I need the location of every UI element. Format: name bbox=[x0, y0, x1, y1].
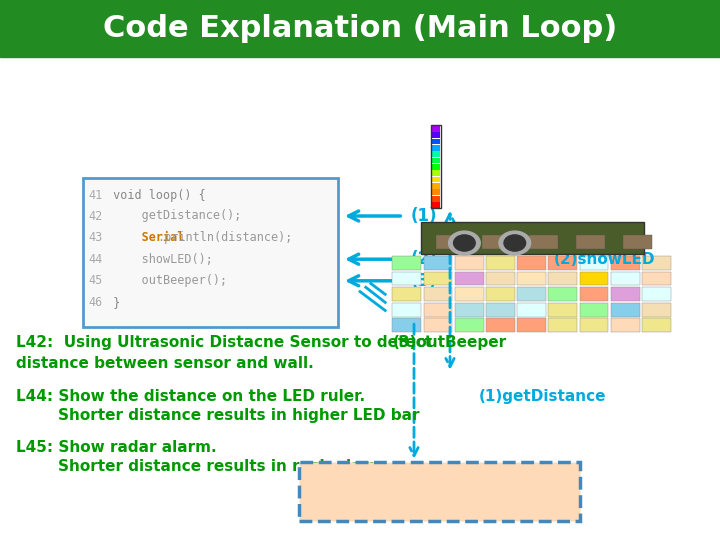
Bar bbox=[486, 319, 515, 332]
Bar bbox=[642, 272, 671, 286]
Bar bbox=[549, 287, 577, 301]
Bar bbox=[611, 303, 639, 316]
Bar bbox=[421, 222, 644, 254]
Bar bbox=[580, 287, 608, 301]
Bar bbox=[642, 256, 671, 270]
Bar bbox=[431, 158, 440, 164]
Bar bbox=[455, 287, 484, 301]
Text: getDistance();: getDistance(); bbox=[106, 210, 241, 222]
Circle shape bbox=[504, 235, 526, 251]
Text: L42:  Using Ultrasonic Distacne Sensor to detect: L42: Using Ultrasonic Distacne Sensor to… bbox=[16, 335, 432, 350]
Bar bbox=[580, 256, 608, 270]
Bar bbox=[486, 272, 515, 286]
Bar bbox=[423, 256, 452, 270]
Text: }: } bbox=[106, 296, 120, 309]
Bar bbox=[392, 319, 421, 332]
Bar bbox=[392, 303, 421, 316]
Bar bbox=[482, 235, 511, 249]
Bar bbox=[642, 287, 671, 301]
Bar bbox=[576, 235, 605, 249]
Bar bbox=[549, 303, 577, 316]
Text: 46: 46 bbox=[89, 296, 103, 309]
Bar bbox=[549, 272, 577, 286]
Text: (3)outBeeper: (3)outBeeper bbox=[392, 335, 507, 350]
Bar bbox=[423, 272, 452, 286]
Bar bbox=[486, 287, 515, 301]
Text: 43: 43 bbox=[89, 231, 103, 244]
Bar bbox=[517, 287, 546, 301]
Text: showLED();: showLED(); bbox=[106, 253, 212, 266]
Text: (2): (2) bbox=[410, 250, 437, 268]
Text: .println(distance);: .println(distance); bbox=[158, 231, 293, 244]
Bar bbox=[392, 256, 421, 270]
Bar bbox=[431, 190, 440, 195]
Text: 44: 44 bbox=[89, 253, 103, 266]
Bar bbox=[431, 132, 440, 138]
Bar bbox=[431, 171, 440, 176]
Text: void loop() {: void loop() { bbox=[106, 189, 206, 202]
Text: (1): (1) bbox=[410, 207, 437, 225]
Bar bbox=[580, 319, 608, 332]
FancyBboxPatch shape bbox=[299, 462, 580, 521]
Bar bbox=[642, 319, 671, 332]
Bar bbox=[431, 145, 440, 151]
Text: outBeeper();: outBeeper(); bbox=[106, 274, 227, 287]
Bar bbox=[431, 125, 441, 208]
Text: 45: 45 bbox=[89, 274, 103, 287]
Circle shape bbox=[454, 235, 475, 251]
Text: Shorter distance results in rush alarm.: Shorter distance results in rush alarm. bbox=[16, 459, 390, 474]
Bar bbox=[517, 256, 546, 270]
Bar bbox=[431, 164, 440, 170]
Text: 42: 42 bbox=[89, 210, 103, 222]
Bar bbox=[517, 303, 546, 316]
Bar bbox=[455, 319, 484, 332]
Text: Shorter distance results in higher LED bar: Shorter distance results in higher LED b… bbox=[16, 408, 419, 423]
Bar bbox=[486, 303, 515, 316]
Bar bbox=[392, 272, 421, 286]
Bar bbox=[0, 0, 720, 57]
Circle shape bbox=[449, 231, 480, 255]
Bar bbox=[642, 303, 671, 316]
Bar bbox=[611, 256, 639, 270]
Bar bbox=[431, 202, 440, 208]
Bar bbox=[549, 319, 577, 332]
Bar bbox=[392, 287, 421, 301]
Text: Code Explanation (Main Loop): Code Explanation (Main Loop) bbox=[103, 14, 617, 43]
Text: L45: Show radar alarm.: L45: Show radar alarm. bbox=[16, 440, 217, 455]
Bar bbox=[517, 319, 546, 332]
Bar bbox=[611, 287, 639, 301]
Bar bbox=[455, 256, 484, 270]
Bar bbox=[486, 256, 515, 270]
Bar bbox=[455, 303, 484, 316]
Bar bbox=[431, 126, 440, 132]
Bar bbox=[436, 235, 464, 249]
Bar bbox=[431, 139, 440, 144]
Bar bbox=[83, 178, 338, 327]
Bar bbox=[611, 319, 639, 332]
Bar bbox=[517, 272, 546, 286]
Bar bbox=[423, 287, 452, 301]
Text: (3): (3) bbox=[410, 272, 437, 290]
Text: distance between sensor and wall.: distance between sensor and wall. bbox=[16, 356, 314, 372]
Text: (1)getDistance: (1)getDistance bbox=[479, 389, 606, 404]
Text: Serial: Serial bbox=[106, 231, 184, 244]
Bar bbox=[431, 177, 440, 183]
Bar bbox=[455, 272, 484, 286]
Bar bbox=[549, 256, 577, 270]
Bar bbox=[431, 196, 440, 201]
Circle shape bbox=[499, 231, 531, 255]
Text: 41: 41 bbox=[89, 189, 103, 202]
Bar bbox=[431, 151, 440, 157]
Bar bbox=[423, 303, 452, 316]
Text: (2)showLED: (2)showLED bbox=[554, 252, 655, 267]
Bar bbox=[580, 272, 608, 286]
Bar bbox=[623, 235, 652, 249]
Bar bbox=[611, 272, 639, 286]
Text: L44: Show the distance on the LED ruler.: L44: Show the distance on the LED ruler. bbox=[16, 389, 365, 404]
Bar bbox=[431, 183, 440, 189]
Bar bbox=[529, 235, 558, 249]
Bar bbox=[423, 319, 452, 332]
Bar bbox=[580, 303, 608, 316]
